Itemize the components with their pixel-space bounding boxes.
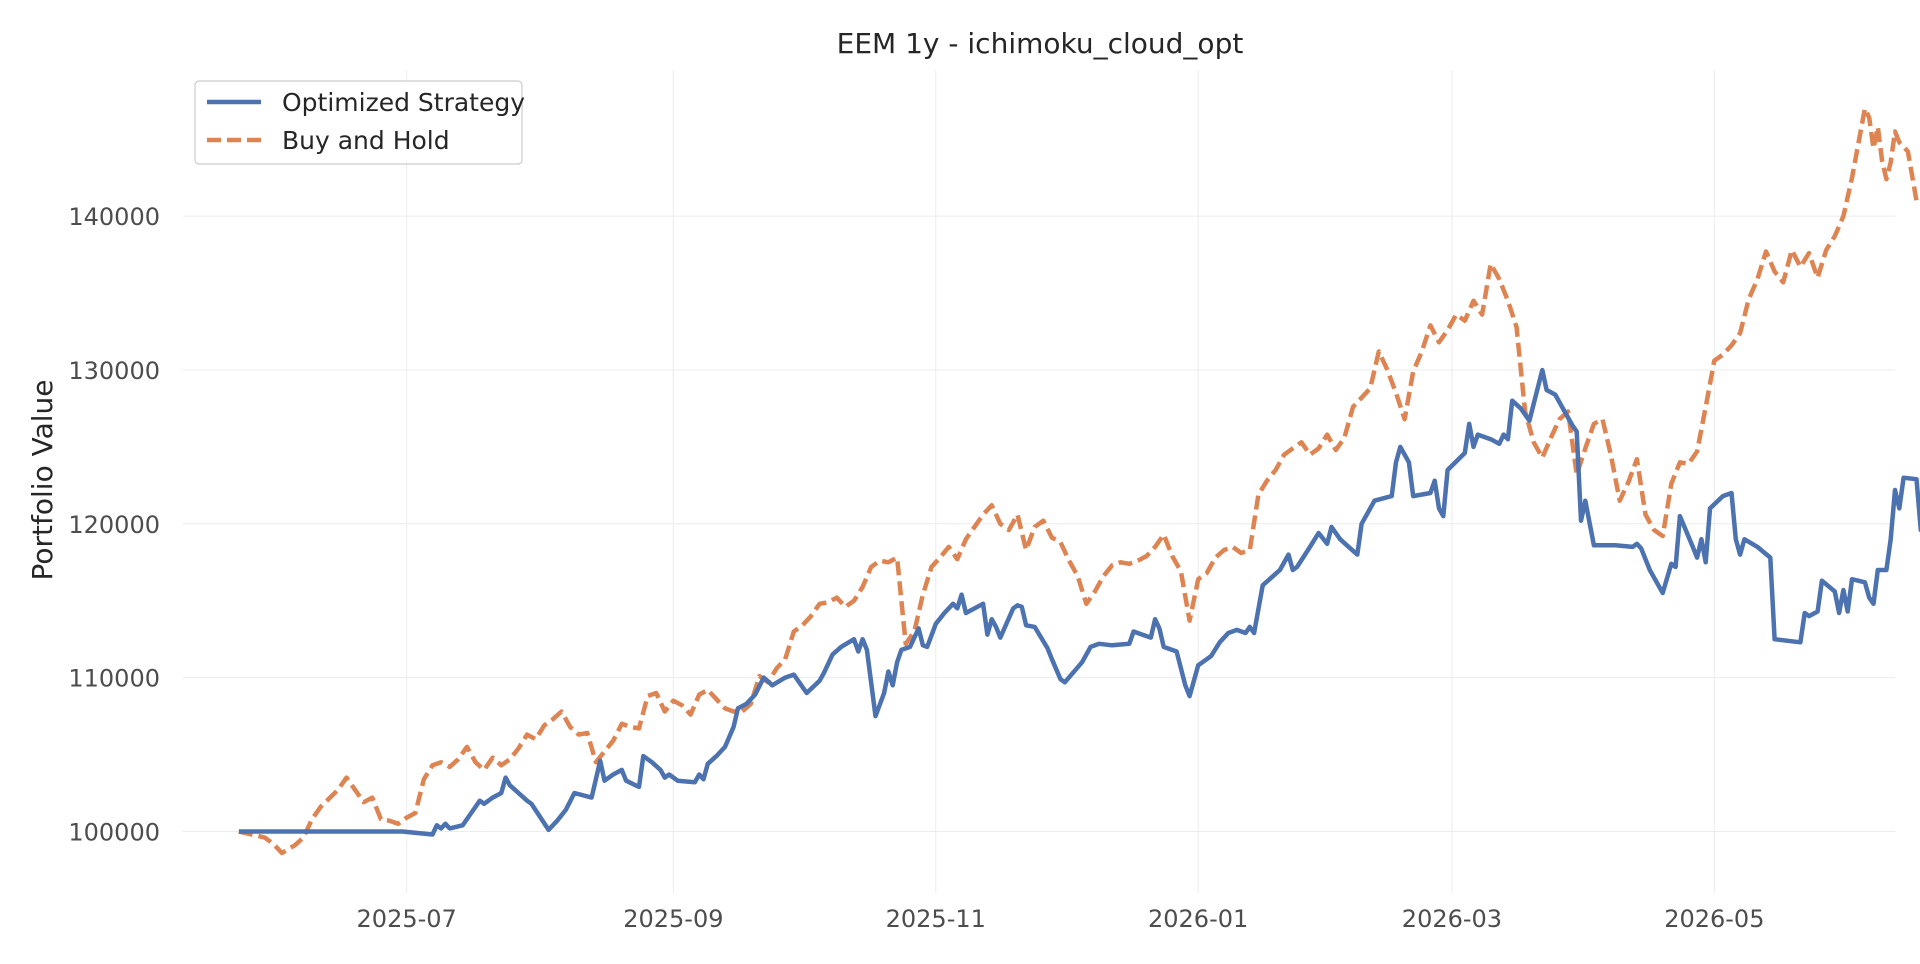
series-line-buy-and-hold <box>238 106 1920 856</box>
x-tick-label: 2026-01 <box>1148 905 1248 933</box>
y-tick-label: 140000 <box>68 203 160 231</box>
x-tick-label: 2026-03 <box>1402 905 1502 933</box>
chart-title: EEM 1y - ichimoku_cloud_opt <box>837 27 1244 60</box>
legend-label-buyhold: Buy and Hold <box>282 126 450 155</box>
legend-label-optimized: Optimized Strategy <box>282 88 525 117</box>
legend-box <box>194 80 523 165</box>
x-tick-label: 2025-11 <box>886 905 986 933</box>
y-axis-label: Portfolio Value <box>26 380 59 581</box>
x-tick-label: 2025-07 <box>357 905 457 933</box>
y-tick-label: 100000 <box>68 818 160 846</box>
x-tick-label: 2025-09 <box>623 905 723 933</box>
y-tick-label: 110000 <box>68 665 160 693</box>
y-tick-label: 120000 <box>68 511 160 539</box>
legend: Optimized Strategy Buy and Hold <box>194 80 525 165</box>
y-tick-label: 130000 <box>68 357 160 385</box>
tick-labels: 100000 110000 120000 130000 140000 2025-07 202… <box>68 203 1764 933</box>
x-tick-label: 2026-05 <box>1664 905 1764 933</box>
series-layer <box>238 106 1920 856</box>
series-line-optimized-strategy <box>238 367 1920 837</box>
